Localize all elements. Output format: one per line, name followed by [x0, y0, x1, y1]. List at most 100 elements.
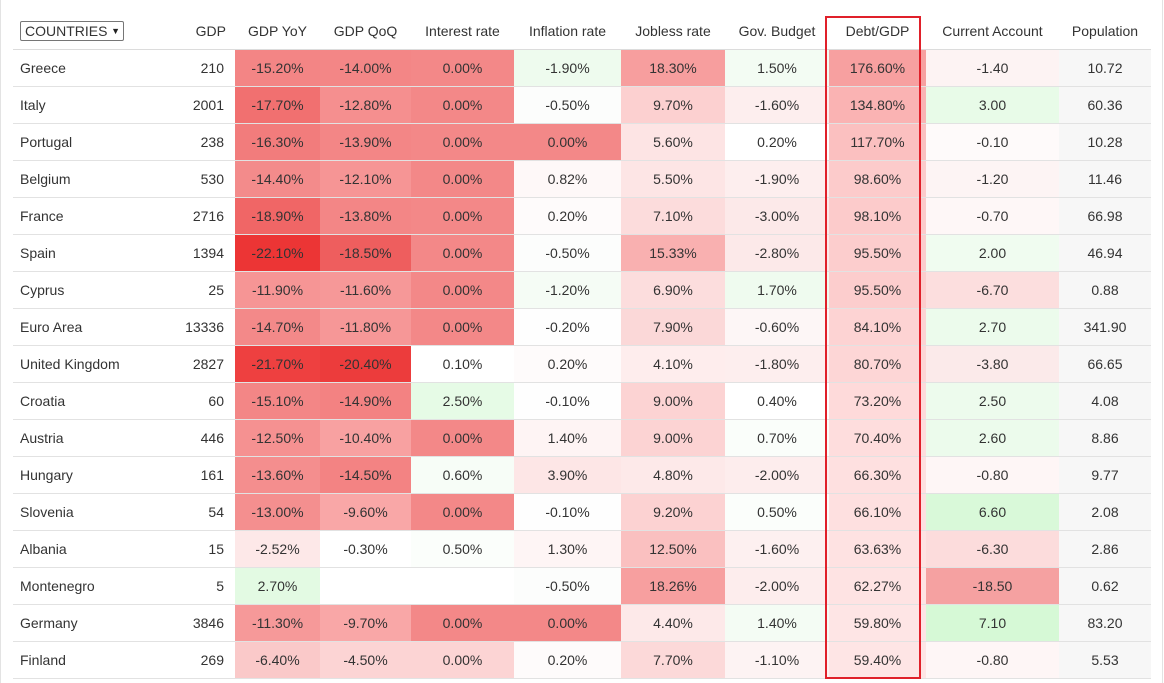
- jobless-rate-cell: 4.10%: [621, 345, 725, 383]
- table-row: Croatia 60 -15.10% -14.90% 2.50% -0.10% 9.00% 0…: [13, 382, 1151, 420]
- table-row: Spain 1394 -22.10% -18.50% 0.00% -0.50% 15.33%…: [13, 234, 1151, 272]
- country-name-link[interactable]: France: [13, 197, 161, 235]
- gdp-cell: 13336: [161, 308, 235, 346]
- population-cell: 11.46: [1059, 160, 1151, 198]
- current-account-cell: -6.70: [926, 271, 1059, 309]
- jobless-rate-cell: 5.60%: [621, 123, 725, 161]
- debt-gdp-cell: 95.50%: [829, 271, 926, 309]
- table-row: United Kingdom 2827 -21.70% -20.40% 0.10% 0.2…: [13, 345, 1151, 383]
- country-name-link[interactable]: Euro Area: [13, 308, 161, 346]
- column-header-population[interactable]: Population: [1059, 12, 1151, 50]
- interest-rate-cell: 0.60%: [411, 456, 514, 494]
- debt-gdp-cell: 117.70%: [829, 123, 926, 161]
- column-header-interest-rate[interactable]: Interest rate: [411, 12, 514, 50]
- gov-budget-cell: 0.40%: [725, 382, 829, 420]
- gdp-qoq-cell: -10.40%: [320, 419, 411, 457]
- population-cell: 9.77: [1059, 456, 1151, 494]
- country-name-link[interactable]: Hungary: [13, 456, 161, 494]
- gdp-qoq-cell: -14.50%: [320, 456, 411, 494]
- gdp-yoy-cell: -13.60%: [235, 456, 320, 494]
- gdp-yoy-cell: -14.70%: [235, 308, 320, 346]
- gdp-cell: 60: [161, 382, 235, 420]
- jobless-rate-cell: 9.00%: [621, 382, 725, 420]
- population-cell: 60.36: [1059, 86, 1151, 124]
- table-row: Cyprus 25 -11.90% -11.60% 0.00% -1.20% 6.90% 1.…: [13, 271, 1151, 309]
- country-name-link[interactable]: Montenegro: [13, 567, 161, 605]
- current-account-cell: 6.60: [926, 493, 1059, 531]
- country-name-link[interactable]: United Kingdom: [13, 345, 161, 383]
- current-account-cell: 2.50: [926, 382, 1059, 420]
- country-name-link[interactable]: Italy: [13, 86, 161, 124]
- population-cell: 5.53: [1059, 641, 1151, 679]
- country-name-link[interactable]: Germany: [13, 604, 161, 642]
- gdp-yoy-cell: -6.40%: [235, 641, 320, 679]
- debt-gdp-cell: 66.10%: [829, 493, 926, 531]
- gdp-yoy-cell: -16.30%: [235, 123, 320, 161]
- interest-rate-cell: [411, 567, 514, 605]
- gdp-yoy-cell: -12.50%: [235, 419, 320, 457]
- country-name-link[interactable]: Greece: [13, 49, 161, 87]
- gdp-cell: 446: [161, 419, 235, 457]
- jobless-rate-cell: 15.33%: [621, 234, 725, 272]
- column-header-gdp-qoq[interactable]: GDP QoQ: [320, 12, 411, 50]
- country-name-link[interactable]: Spain: [13, 234, 161, 272]
- column-header-inflation-rate[interactable]: Inflation rate: [514, 12, 621, 50]
- country-name-link[interactable]: Albania: [13, 530, 161, 568]
- column-header-debt-gdp[interactable]: Debt/GDP: [829, 12, 926, 50]
- inflation-rate-cell: 0.00%: [514, 123, 621, 161]
- column-header-current-account[interactable]: Current Account: [926, 12, 1059, 50]
- population-cell: 0.62: [1059, 567, 1151, 605]
- country-name-link[interactable]: Belgium: [13, 160, 161, 198]
- gdp-cell: 54: [161, 493, 235, 531]
- interest-rate-cell: 0.00%: [411, 197, 514, 235]
- inflation-rate-cell: 3.90%: [514, 456, 621, 494]
- gov-budget-cell: 0.50%: [725, 493, 829, 531]
- table-row: Montenegro 5 2.70% -0.50% 18.26% -2.00% 62.27%…: [13, 567, 1151, 605]
- current-account-cell: -6.30: [926, 530, 1059, 568]
- population-cell: 10.72: [1059, 49, 1151, 87]
- gdp-cell: 269: [161, 641, 235, 679]
- inflation-rate-cell: 1.30%: [514, 530, 621, 568]
- country-name-link[interactable]: Croatia: [13, 382, 161, 420]
- current-account-cell: -1.40: [926, 49, 1059, 87]
- population-cell: 0.88: [1059, 271, 1151, 309]
- country-name-link[interactable]: Finland: [13, 641, 161, 679]
- gdp-qoq-cell: -0.30%: [320, 530, 411, 568]
- interest-rate-cell: 0.00%: [411, 419, 514, 457]
- country-name-link[interactable]: Cyprus: [13, 271, 161, 309]
- table-row: Portugal 238 -16.30% -13.90% 0.00% 0.00% 5.60%…: [13, 123, 1151, 161]
- gdp-qoq-cell: -14.90%: [320, 382, 411, 420]
- current-account-cell: -0.80: [926, 456, 1059, 494]
- inflation-rate-cell: 1.40%: [514, 419, 621, 457]
- country-name-link[interactable]: Austria: [13, 419, 161, 457]
- gdp-yoy-cell: 2.70%: [235, 567, 320, 605]
- gov-budget-cell: -2.00%: [725, 567, 829, 605]
- gdp-cell: 25: [161, 271, 235, 309]
- country-name-link[interactable]: Slovenia: [13, 493, 161, 531]
- debt-gdp-cell: 98.60%: [829, 160, 926, 198]
- gdp-cell: 2827: [161, 345, 235, 383]
- table-row: Italy 2001 -17.70% -12.80% 0.00% -0.50% 9.70% -…: [13, 86, 1151, 124]
- gdp-yoy-cell: -13.00%: [235, 493, 320, 531]
- population-cell: 2.08: [1059, 493, 1151, 531]
- population-cell: 4.08: [1059, 382, 1151, 420]
- countries-indicators-table: COUNTRIES ▼ GDP GDP YoY GDP QoQ Interest…: [13, 12, 1151, 679]
- gdp-qoq-cell: -13.90%: [320, 123, 411, 161]
- column-header-gov-budget[interactable]: Gov. Budget: [725, 12, 829, 50]
- country-name-link[interactable]: Portugal: [13, 123, 161, 161]
- gdp-cell: 15: [161, 530, 235, 568]
- jobless-rate-cell: 18.30%: [621, 49, 725, 87]
- countries-select[interactable]: COUNTRIES ▼: [20, 20, 124, 41]
- column-header-gdp-yoy[interactable]: GDP YoY: [235, 12, 320, 50]
- jobless-rate-cell: 7.90%: [621, 308, 725, 346]
- population-cell: 8.86: [1059, 419, 1151, 457]
- gdp-qoq-cell: -11.80%: [320, 308, 411, 346]
- population-cell: 341.90: [1059, 308, 1151, 346]
- gdp-yoy-cell: -11.90%: [235, 271, 320, 309]
- column-header-jobless-rate[interactable]: Jobless rate: [621, 12, 725, 50]
- column-header-gdp[interactable]: GDP: [161, 12, 235, 50]
- gdp-yoy-cell: -18.90%: [235, 197, 320, 235]
- gdp-yoy-cell: -2.52%: [235, 530, 320, 568]
- interest-rate-cell: 0.00%: [411, 86, 514, 124]
